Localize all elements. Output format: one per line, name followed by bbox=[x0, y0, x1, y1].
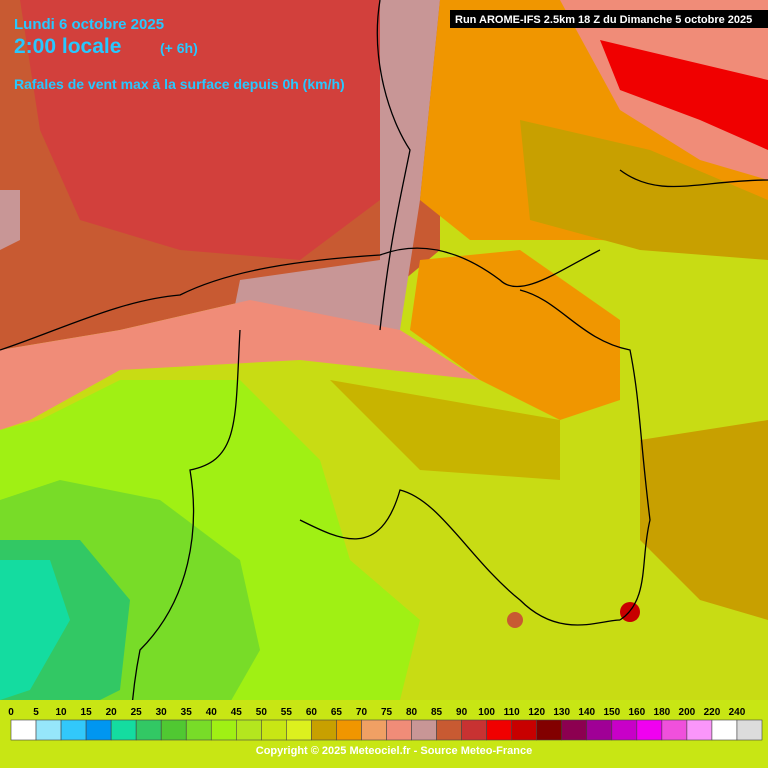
legend-label: 5 bbox=[33, 707, 39, 718]
legend-swatch bbox=[185, 719, 212, 741]
legend-swatch bbox=[536, 719, 563, 741]
copyright: Copyright © 2025 Meteociel.fr - Source M… bbox=[256, 745, 532, 757]
legend-label: 45 bbox=[231, 707, 243, 718]
legend-swatch bbox=[311, 719, 337, 741]
legend-swatch bbox=[736, 719, 763, 741]
legend-label: 65 bbox=[331, 707, 343, 718]
legend-swatch bbox=[261, 719, 287, 741]
legend-swatch bbox=[586, 719, 613, 741]
zone bbox=[600, 40, 768, 150]
date: Lundi 6 octobre 2025 bbox=[14, 16, 164, 33]
legend-label: 70 bbox=[356, 707, 368, 718]
zone bbox=[20, 0, 380, 260]
zone bbox=[620, 602, 640, 622]
legend-label: 25 bbox=[131, 707, 143, 718]
zone bbox=[507, 612, 523, 628]
legend-label: 240 bbox=[729, 707, 746, 718]
legend-swatch bbox=[636, 719, 663, 741]
legend-label: 90 bbox=[456, 707, 468, 718]
legend-swatch bbox=[511, 719, 537, 741]
legend-label: 80 bbox=[406, 707, 418, 718]
time: 2:00 locale bbox=[14, 35, 121, 58]
legend-label: 200 bbox=[679, 707, 696, 718]
legend-swatch bbox=[561, 719, 588, 741]
legend-swatch bbox=[10, 719, 37, 741]
legend-swatch bbox=[661, 719, 688, 741]
legend-label: 140 bbox=[578, 707, 595, 718]
legend-swatch bbox=[110, 719, 137, 741]
legend-label: 150 bbox=[603, 707, 620, 718]
legend-label: 85 bbox=[431, 707, 443, 718]
parameter: Rafales de vent max à la surface depuis … bbox=[14, 76, 345, 92]
legend-label: 40 bbox=[206, 707, 218, 718]
legend-swatch bbox=[336, 719, 362, 741]
zone bbox=[640, 420, 768, 620]
legend-label: 30 bbox=[156, 707, 168, 718]
legend-label: 100 bbox=[478, 707, 495, 718]
legend-label: 55 bbox=[281, 707, 293, 718]
legend-swatch bbox=[160, 719, 187, 741]
zone bbox=[330, 380, 560, 480]
legend: 0 5 10 15 20 25 30 35 40 45 50 55 60 65 70 75 80 85 90 100 1… bbox=[8, 707, 763, 741]
zone bbox=[0, 190, 20, 250]
legend-label: 60 bbox=[306, 707, 318, 718]
legend-label: 20 bbox=[106, 707, 118, 718]
legend-swatch bbox=[411, 719, 437, 741]
zone bbox=[230, 0, 440, 330]
legend-label: 160 bbox=[628, 707, 645, 718]
legend-label: 10 bbox=[56, 707, 68, 718]
zone bbox=[410, 250, 620, 420]
legend-swatch bbox=[35, 719, 62, 741]
run-info: Run AROME-IFS 2.5km 18 Z du Dimanche 5 o… bbox=[455, 14, 752, 26]
legend-swatch bbox=[236, 719, 262, 741]
legend-label: 220 bbox=[704, 707, 721, 718]
legend-label: 35 bbox=[181, 707, 193, 718]
legend-label: 75 bbox=[381, 707, 393, 718]
legend-swatch bbox=[60, 719, 87, 741]
legend-swatch bbox=[361, 719, 387, 741]
zone bbox=[0, 300, 480, 430]
zone bbox=[0, 560, 70, 700]
legend-label: 180 bbox=[654, 707, 671, 718]
legend-label: 50 bbox=[256, 707, 268, 718]
legend-swatch bbox=[686, 719, 713, 741]
legend-swatch bbox=[210, 719, 237, 741]
run-box bbox=[450, 10, 768, 28]
legend-swatch bbox=[436, 719, 462, 741]
legend-swatch bbox=[85, 719, 112, 741]
legend-swatch bbox=[286, 719, 312, 741]
legend-swatch bbox=[711, 719, 738, 741]
legend-label: 130 bbox=[553, 707, 570, 718]
zone bbox=[520, 120, 768, 260]
legend-swatch bbox=[611, 719, 638, 741]
offset: (+ 6h) bbox=[160, 40, 198, 56]
legend-label: 110 bbox=[504, 707, 521, 718]
legend-swatch bbox=[386, 719, 412, 741]
legend-label: 15 bbox=[81, 707, 93, 718]
legend-label: 120 bbox=[528, 707, 545, 718]
legend-swatch bbox=[135, 719, 162, 741]
legend-swatch bbox=[486, 719, 512, 741]
legend-label: 0 bbox=[8, 707, 14, 718]
legend-swatch bbox=[461, 719, 487, 741]
